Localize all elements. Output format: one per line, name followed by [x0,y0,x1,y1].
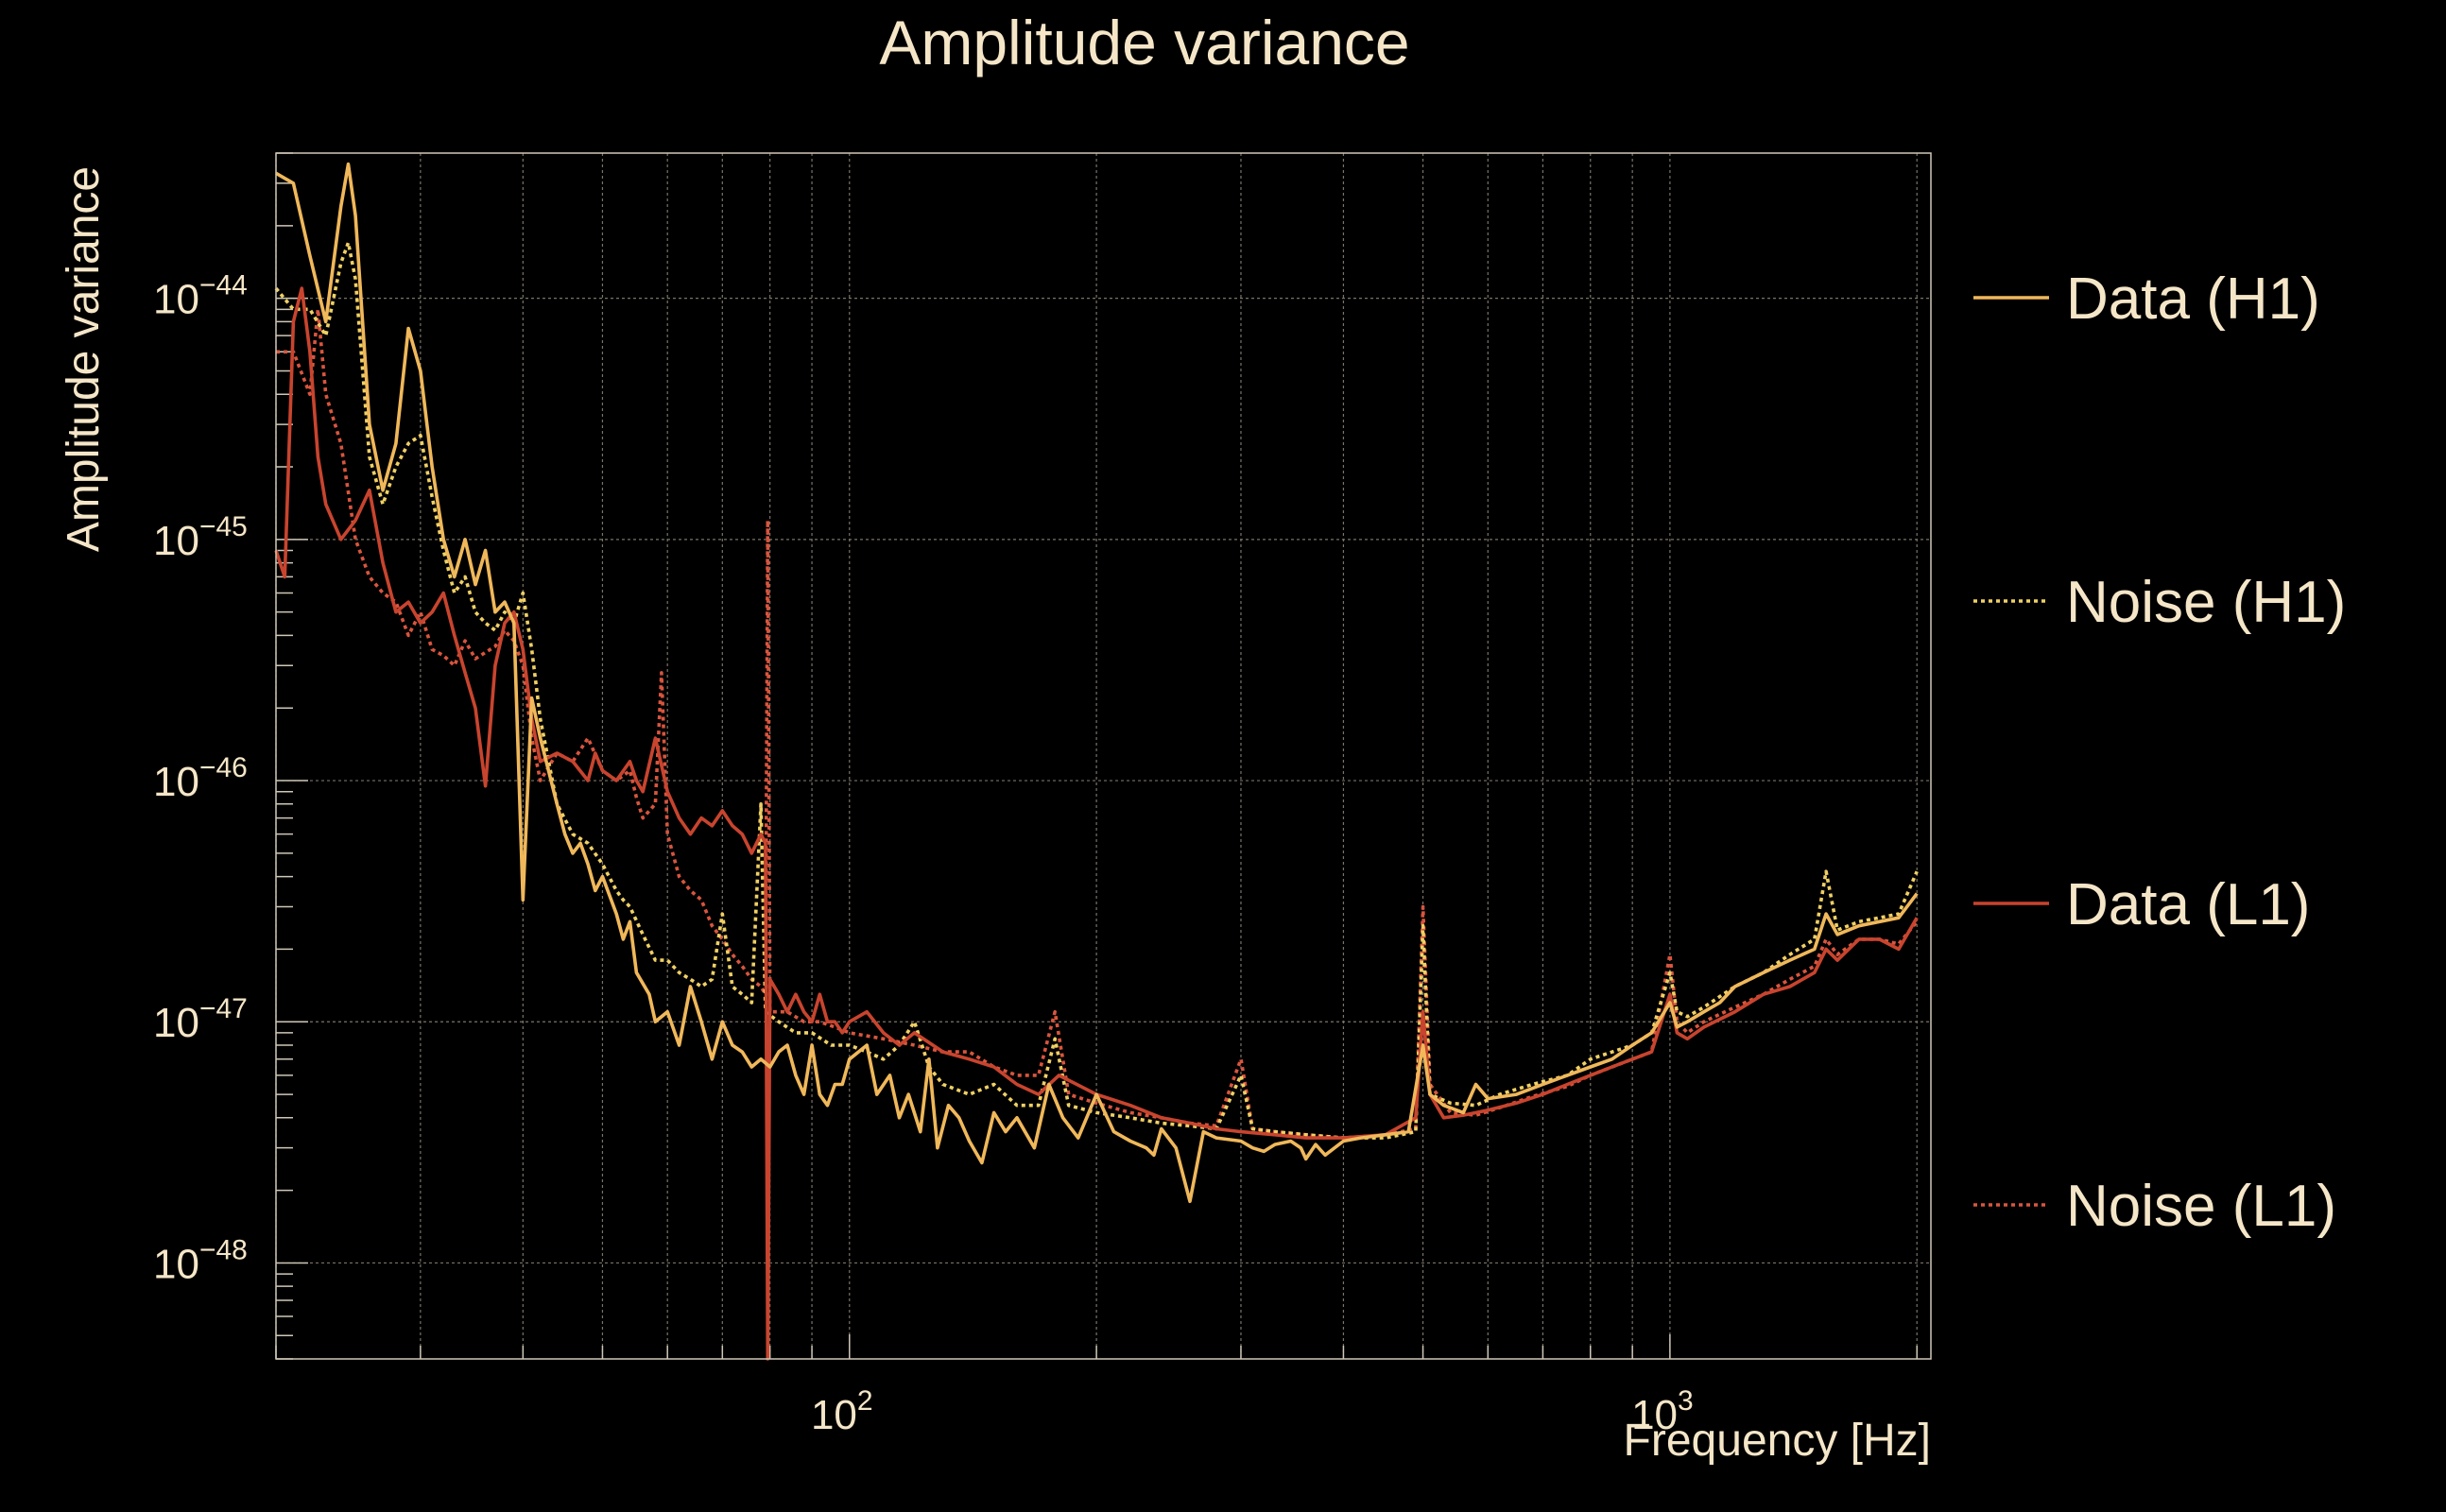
grid [275,153,1931,1359]
y-axis-label: Amplitude variance [59,166,109,552]
tick-labels: 102 103 10−44 10−45 10−46 10−47 10−48 [153,270,1694,1438]
legend-label: Noise (L1) [2066,1174,2336,1239]
y-tick-label: 10−45 [153,511,248,564]
legend: Data (H1) Noise (H1) Data (L1) Noise (L1) [1973,266,2346,1239]
legend-label: Data (L1) [2066,872,2310,937]
legend-label: Data (H1) [2066,266,2320,332]
plot-frame [275,152,1932,1360]
x-tick-label: 103 [1631,1385,1694,1438]
y-tick-label: 10−48 [153,1234,248,1287]
y-tick-label: 10−44 [153,270,248,323]
series-line-noise-l1 [276,307,1919,1140]
y-tick-label: 10−46 [153,752,248,805]
series-group [274,162,1919,1361]
series-line-data-h1 [275,162,1919,1204]
x-tick-label: 102 [811,1385,873,1438]
series-line-noise-h1 [274,241,1919,1140]
chart-title: Amplitude variance [879,8,1409,77]
series-line-data-l1 [274,286,1919,1361]
x-axis-label: Frequency [Hz] [1624,1416,1931,1466]
legend-label: Noise (H1) [2066,570,2346,635]
y-tick-label: 10−47 [153,993,248,1046]
